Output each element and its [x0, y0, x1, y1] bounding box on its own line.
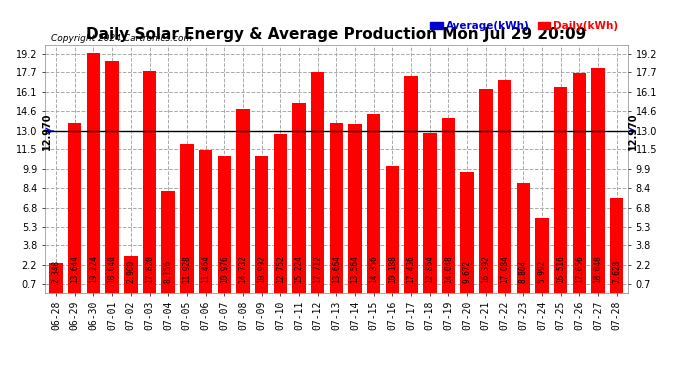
Bar — [591, 68, 604, 292]
Text: 13.564: 13.564 — [351, 255, 359, 283]
Bar — [442, 118, 455, 292]
Text: 14.048: 14.048 — [444, 255, 453, 283]
Bar — [423, 132, 437, 292]
Text: 17.820: 17.820 — [145, 255, 154, 283]
Text: 5.992: 5.992 — [538, 260, 546, 283]
Bar — [348, 124, 362, 292]
Bar — [87, 53, 100, 292]
Text: 14.732: 14.732 — [239, 255, 248, 283]
Bar — [293, 103, 306, 292]
Text: 12.970: 12.970 — [628, 112, 638, 150]
Text: Copyright 2024 Cartronics.com: Copyright 2024 Cartronics.com — [50, 33, 192, 42]
Text: 17.656: 17.656 — [575, 255, 584, 283]
Bar — [311, 72, 324, 292]
Bar — [367, 114, 380, 292]
Text: 11.464: 11.464 — [201, 255, 210, 283]
Text: 7.628: 7.628 — [612, 260, 621, 283]
Bar — [199, 150, 213, 292]
Text: 10.188: 10.188 — [388, 255, 397, 283]
Text: 15.224: 15.224 — [295, 255, 304, 283]
Text: 13.644: 13.644 — [70, 255, 79, 283]
Text: 12.752: 12.752 — [276, 255, 285, 283]
Bar — [497, 80, 511, 292]
Legend: Average(kWh), Daily(kWh): Average(kWh), Daily(kWh) — [426, 17, 622, 35]
Bar — [330, 123, 343, 292]
Bar — [479, 88, 493, 292]
Text: 10.992: 10.992 — [257, 255, 266, 283]
Bar — [535, 218, 549, 292]
Bar — [255, 156, 268, 292]
Text: 16.392: 16.392 — [482, 255, 491, 283]
Bar — [610, 198, 623, 292]
Bar — [236, 109, 250, 292]
Bar — [554, 87, 567, 292]
Bar — [180, 144, 194, 292]
Text: 16.516: 16.516 — [556, 255, 565, 283]
Text: 9.672: 9.672 — [463, 260, 472, 283]
Text: 8.156: 8.156 — [164, 260, 172, 283]
Bar — [106, 61, 119, 292]
Text: 10.976: 10.976 — [219, 255, 229, 283]
Text: 2.348: 2.348 — [52, 260, 61, 283]
Text: 19.224: 19.224 — [89, 255, 98, 283]
Text: 18.640: 18.640 — [108, 255, 117, 283]
Text: 17.712: 17.712 — [313, 255, 322, 283]
Bar — [161, 191, 175, 292]
Text: 18.048: 18.048 — [593, 255, 602, 283]
Text: 8.804: 8.804 — [519, 260, 528, 283]
Bar — [404, 76, 418, 292]
Bar — [143, 71, 156, 292]
Bar — [273, 134, 287, 292]
Text: 12.970: 12.970 — [41, 112, 52, 150]
Bar — [68, 123, 81, 292]
Bar — [217, 156, 231, 292]
Text: 13.664: 13.664 — [332, 255, 341, 283]
Text: 17.436: 17.436 — [406, 255, 415, 283]
Bar — [386, 166, 399, 292]
Bar — [50, 263, 63, 292]
Text: 17.084: 17.084 — [500, 255, 509, 283]
Bar — [573, 73, 586, 292]
Title: Daily Solar Energy & Average Production Mon Jul 29 20:09: Daily Solar Energy & Average Production … — [86, 27, 586, 42]
Text: 12.864: 12.864 — [425, 255, 434, 283]
Bar — [460, 172, 474, 292]
Text: 14.356: 14.356 — [369, 255, 378, 283]
Text: 11.928: 11.928 — [182, 255, 191, 283]
Bar — [517, 183, 530, 292]
Bar — [124, 256, 137, 292]
Text: 2.900: 2.900 — [126, 260, 135, 283]
